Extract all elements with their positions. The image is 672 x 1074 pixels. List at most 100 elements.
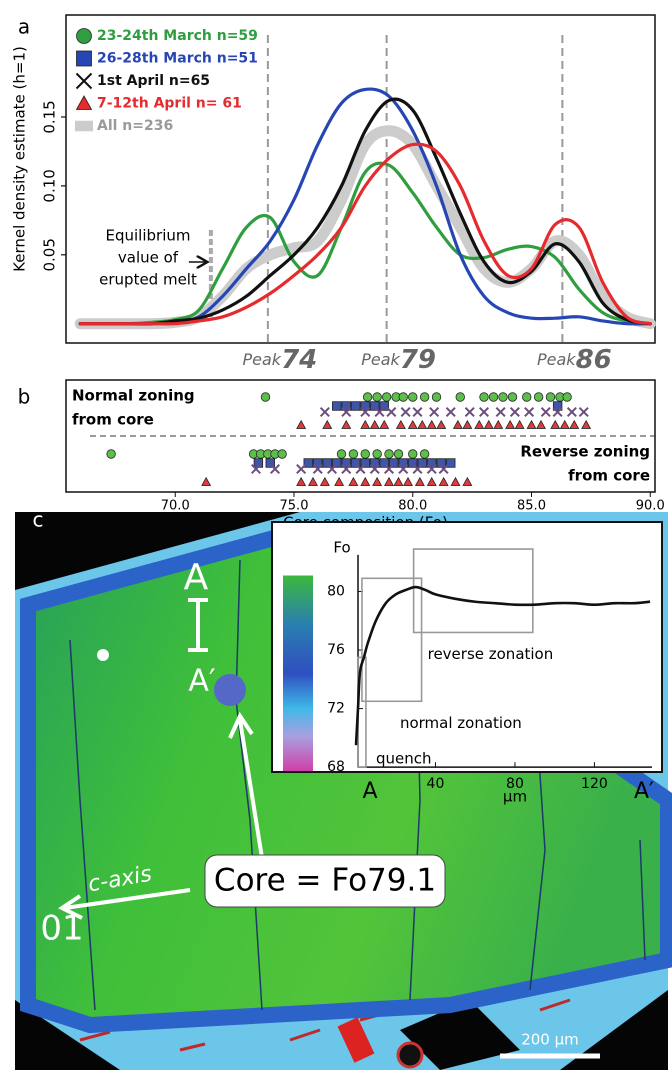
inset-end-label: A (362, 779, 377, 804)
marker-triangle (348, 476, 359, 486)
marker-circle (393, 449, 404, 459)
x-tick-label: 85.0 (517, 499, 546, 514)
zone-label: normal zonation (400, 714, 522, 732)
marker-triangle (414, 476, 425, 486)
panel-label: b (18, 385, 31, 409)
marker-circle (498, 392, 508, 402)
marker-triangle (407, 419, 418, 429)
equilibrium-label: erupted melt (99, 271, 197, 289)
marker-square (322, 458, 332, 468)
equilibrium-label: Equilibrium (106, 227, 191, 245)
marker-square (552, 401, 563, 411)
group-label: Reverse zoning (520, 443, 650, 461)
marker-circle (277, 449, 287, 459)
marker-cross (312, 463, 323, 475)
marker-triangle (296, 419, 307, 429)
group-label: from core (568, 467, 650, 485)
inset-y-tick-label: 80 (327, 583, 345, 599)
marker-triangle (360, 476, 371, 486)
marker-triangle (450, 476, 461, 486)
marker-triangle (462, 419, 473, 429)
marker-cross (400, 406, 411, 418)
marker-square (398, 458, 408, 468)
marker-cross (478, 406, 490, 418)
marker-triangle (379, 419, 390, 429)
legend-label: All n=236 (97, 118, 173, 134)
marker-square (446, 458, 456, 468)
y-tick-label: 0.15 (41, 100, 59, 133)
marker-triangle (426, 419, 437, 429)
marker-triangle (319, 476, 330, 486)
marker-cross (524, 406, 535, 418)
marker-triangle (436, 419, 447, 429)
marker-circle (372, 449, 382, 459)
marker-triangle (296, 476, 307, 486)
legend-label: 7-12th April n= 61 (97, 96, 242, 112)
core-box (204, 854, 446, 908)
marker-cross (552, 406, 563, 418)
marker-circle (562, 392, 572, 402)
marker-circle (408, 449, 418, 459)
peak-prefix: Peak (243, 350, 282, 369)
inset-box (271, 521, 663, 773)
group-label: from core (72, 411, 154, 429)
core-label: Core = Fo79.1 (214, 863, 436, 899)
peak-prefix: Peak (361, 350, 400, 369)
zone-box (412, 548, 534, 634)
density-curve (78, 142, 652, 326)
core-arrow (228, 711, 264, 859)
marker-cross (445, 406, 456, 418)
x-tick-label: 80.0 (398, 499, 427, 514)
peak-label: Peak79 (361, 345, 436, 375)
marker-cross (386, 406, 397, 418)
marker-triangle (322, 419, 333, 429)
marker-triangle (438, 476, 449, 486)
marker-cross (429, 406, 440, 418)
marker-cross (412, 406, 423, 418)
marker-cross (326, 463, 338, 475)
marker-triangle (426, 476, 437, 486)
peak-label: Peak74 (243, 345, 318, 375)
marker-triangle (514, 419, 525, 429)
zone-label: quench (376, 750, 432, 768)
panel-b: b70.075.080.085.090.0Core composition (F… (18, 379, 665, 532)
marker-triangle (462, 476, 473, 486)
marker-cross (540, 406, 551, 418)
marker-circle (360, 449, 370, 459)
marker-cross (566, 406, 577, 418)
marker-triangle (369, 419, 380, 429)
marker-triangle (75, 95, 93, 110)
marker-circle (522, 392, 532, 402)
cracks (69, 559, 646, 1011)
inset-y-label: Fo (333, 539, 350, 557)
marker-cross (438, 463, 449, 475)
inset-y-tick-label: 76 (327, 642, 345, 658)
equilibrium-label: value of (118, 249, 179, 267)
x-tick-label: 70.0 (161, 499, 190, 514)
marker-triangle (341, 419, 352, 429)
inclusion (97, 649, 109, 661)
marker-cross (319, 406, 330, 418)
marker-square (379, 401, 389, 411)
profile-curve (354, 585, 651, 746)
marker-square (360, 401, 370, 411)
marker-circle (419, 392, 430, 402)
analysis-spot (214, 674, 246, 706)
marker-square (351, 458, 361, 468)
marker-circle (455, 392, 465, 402)
panel-label: c (33, 508, 44, 532)
marker-cross (383, 463, 395, 475)
marker-cross (464, 406, 475, 418)
profile-bar (188, 598, 208, 652)
density-curve (78, 97, 652, 326)
inset-x-tick-label: 120 (581, 776, 608, 792)
marker-square (389, 458, 399, 468)
inset-x-tick-label: 40 (427, 776, 445, 792)
marker-square (427, 458, 437, 468)
marker-triangle (474, 419, 485, 429)
marker-triangle (559, 419, 570, 429)
marker-square (265, 458, 275, 468)
marker-cross (369, 463, 380, 475)
peak-number: 79 (400, 345, 436, 375)
colorbar (283, 575, 313, 772)
